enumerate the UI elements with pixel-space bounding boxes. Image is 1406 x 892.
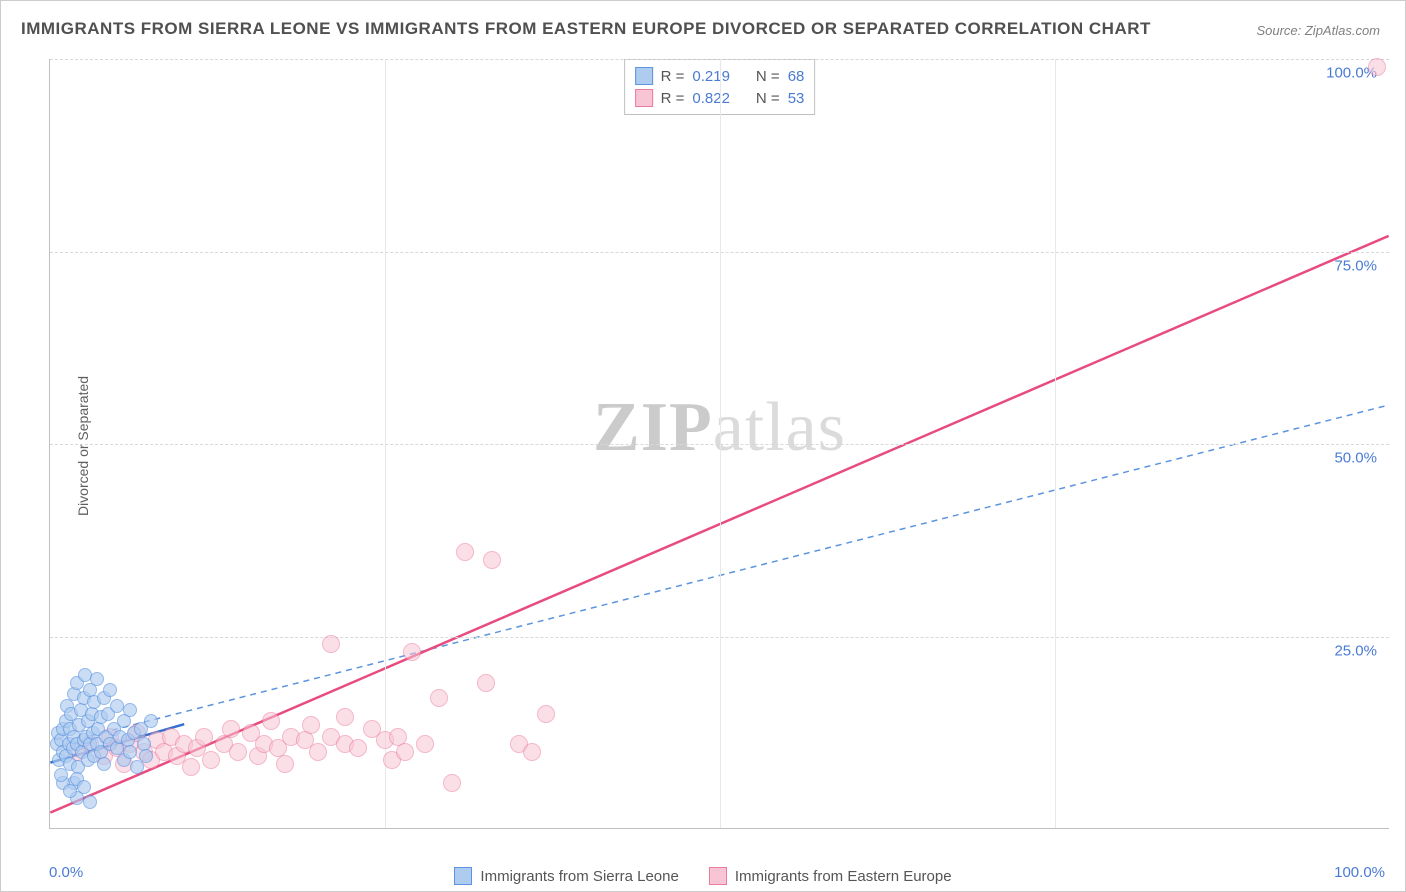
legend-entry-1: Immigrants from Sierra Leone	[454, 867, 678, 885]
scatter-point	[276, 755, 294, 773]
scatter-point	[1368, 58, 1386, 76]
scatter-point	[349, 739, 367, 757]
legend-bottom-label-1: Immigrants from Sierra Leone	[480, 868, 678, 885]
scatter-point	[54, 768, 68, 782]
scatter-point	[123, 745, 137, 759]
n-label-1: N =	[756, 68, 780, 85]
scatter-point	[182, 758, 200, 776]
r-value-2: 0.822	[692, 90, 730, 107]
scatter-point	[90, 672, 104, 686]
r-label-1: R =	[661, 68, 685, 85]
scatter-point	[130, 760, 144, 774]
scatter-point	[456, 543, 474, 561]
watermark-bold: ZIP	[593, 389, 713, 466]
scatter-point	[83, 795, 97, 809]
scatter-point	[222, 720, 240, 738]
n-label-2: N =	[756, 90, 780, 107]
scatter-point	[396, 743, 414, 761]
scatter-point	[302, 716, 320, 734]
scatter-point	[202, 751, 220, 769]
legend-bottom-label-2: Immigrants from Eastern Europe	[735, 868, 952, 885]
scatter-point	[110, 699, 124, 713]
scatter-point	[144, 714, 158, 728]
legend-swatch-2	[635, 89, 653, 107]
scatter-point	[322, 635, 340, 653]
gridline-v	[720, 59, 721, 828]
scatter-point	[63, 784, 77, 798]
scatter-point	[523, 743, 541, 761]
scatter-point	[103, 683, 117, 697]
scatter-point	[97, 757, 111, 771]
y-tick-label: 50.0%	[1334, 450, 1377, 467]
gridline-v	[1055, 59, 1056, 828]
y-tick-label: 25.0%	[1334, 642, 1377, 659]
scatter-point	[195, 728, 213, 746]
gridline-v	[385, 59, 386, 828]
r-label-2: R =	[661, 90, 685, 107]
scatter-point	[229, 743, 247, 761]
scatter-point	[416, 735, 434, 753]
scatter-point	[403, 643, 421, 661]
plot-area: ZIPatlas R = 0.219 N = 68 R = 0.822 N = …	[49, 59, 1389, 829]
n-value-2: 53	[788, 90, 805, 107]
legend-swatch-1	[635, 67, 653, 85]
watermark-light: atlas	[713, 389, 846, 466]
scatter-point	[262, 712, 280, 730]
scatter-point	[537, 705, 555, 723]
chart-container: IMMIGRANTS FROM SIERRA LEONE VS IMMIGRAN…	[0, 0, 1406, 892]
n-value-1: 68	[788, 68, 805, 85]
legend-entry-2: Immigrants from Eastern Europe	[709, 867, 952, 885]
scatter-point	[477, 674, 495, 692]
chart-title: IMMIGRANTS FROM SIERRA LEONE VS IMMIGRAN…	[21, 19, 1151, 39]
scatter-point	[123, 703, 137, 717]
scatter-point	[336, 708, 354, 726]
scatter-point	[430, 689, 448, 707]
series-legend: Immigrants from Sierra Leone Immigrants …	[1, 867, 1405, 885]
source-attribution: Source: ZipAtlas.com	[1256, 23, 1380, 38]
scatter-point	[139, 749, 153, 763]
scatter-point	[309, 743, 327, 761]
scatter-point	[443, 774, 461, 792]
r-value-1: 0.219	[692, 68, 730, 85]
scatter-point	[483, 551, 501, 569]
y-tick-label: 75.0%	[1334, 257, 1377, 274]
legend-bottom-swatch-1	[454, 867, 472, 885]
legend-bottom-swatch-2	[709, 867, 727, 885]
